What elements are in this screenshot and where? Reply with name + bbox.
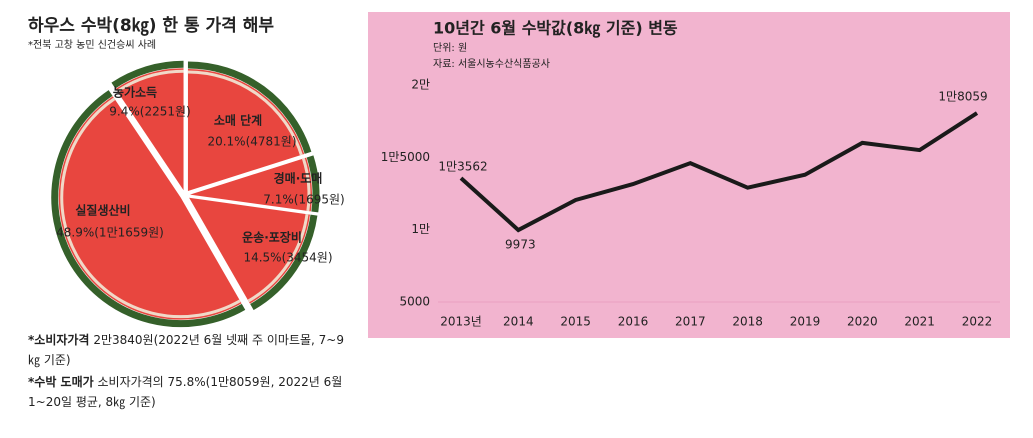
pie-title: 하우스 수박(8㎏) 한 통 가격 해부 (28, 16, 274, 37)
slice-name: 경매·도매 (274, 171, 323, 186)
pie-slice (189, 157, 312, 212)
rind-inner (187, 70, 303, 156)
note-text: 2만3840원(2022년 6월 넷째 주 이마트몰, 7~9㎏ 기준) (28, 333, 344, 367)
x-tick-label: 2018 (732, 315, 763, 329)
pie-slice (187, 68, 305, 191)
line-chart-background (368, 12, 1010, 338)
notes: *소비자가격 2만3840원(2022년 6월 넷째 주 이마트몰, 7~9㎏ … (28, 330, 348, 414)
line-title: 10년간 6월 수박값(8㎏ 기준) 변동 (433, 19, 678, 39)
note-text: 소비자가격의 75.8%(1만8059원, 2022년 6월1~20일 평균, … (28, 375, 343, 409)
slice-label: 48.9%(1만1659원) (56, 226, 164, 240)
x-tick-label: 2017 (675, 315, 706, 329)
pie-slice (58, 96, 242, 320)
line-subtitle: 단위: 원 (433, 41, 467, 54)
slice-name: 운송·포장비 (242, 230, 302, 245)
y-tick-label: 1만 (411, 222, 430, 236)
rind (187, 61, 312, 154)
y-tick-label: 2만 (411, 78, 430, 92)
rind-inner (116, 69, 184, 93)
slice-label: 20.1%(4781원) (207, 135, 296, 149)
note-label: *수박 도매가 (28, 375, 94, 389)
note: *수박 도매가 소비자가격의 75.8%(1만8059원, 2022년 6월1~… (28, 372, 348, 412)
rind-inner (301, 158, 311, 212)
x-tick-label: 2016 (618, 315, 649, 329)
rind-inner (60, 97, 241, 319)
note: *소비자가격 2만3840원(2022년 6월 넷째 주 이마트몰, 7~9㎏ … (28, 330, 348, 370)
rind (250, 214, 318, 311)
slice-name: 소매 단계 (214, 113, 262, 128)
x-tick-label: 2022 (962, 315, 993, 329)
pie-subtitle: *전북 고창 농민 신건승씨 사례 (28, 39, 156, 51)
value-label: 1만3562 (438, 160, 487, 174)
x-tick-label: 2021 (904, 315, 935, 329)
slice-name: 실질생산비 (75, 203, 130, 218)
line (459, 111, 979, 233)
y-tick-label: 1만5000 (381, 150, 430, 164)
y-tick-label: 5000 (399, 295, 430, 309)
slice-label: 14.5%(3454원) (243, 251, 332, 265)
x-tick-label: 2020 (847, 315, 878, 329)
rind (111, 60, 184, 89)
rind (306, 155, 320, 213)
pie-slice (115, 68, 184, 191)
value-label: 1만8059 (938, 90, 987, 104)
x-tick-label: 2013년 (440, 315, 482, 329)
rind-inner (247, 213, 309, 303)
slice-name: 농가소득 (113, 85, 157, 100)
slice-label: 7.1%(1695원) (263, 193, 344, 207)
x-tick-label: 2014 (503, 315, 534, 329)
slice-label: 9.4%(2251원) (109, 105, 190, 119)
value-label: 9973 (505, 238, 536, 252)
rind (51, 90, 246, 328)
x-tick-label: 2019 (790, 315, 821, 329)
x-tick-label: 2015 (560, 315, 591, 329)
note-label: *소비자가격 (28, 333, 90, 347)
line-subtitle: 자료: 서울시농수산식품공사 (433, 58, 550, 70)
